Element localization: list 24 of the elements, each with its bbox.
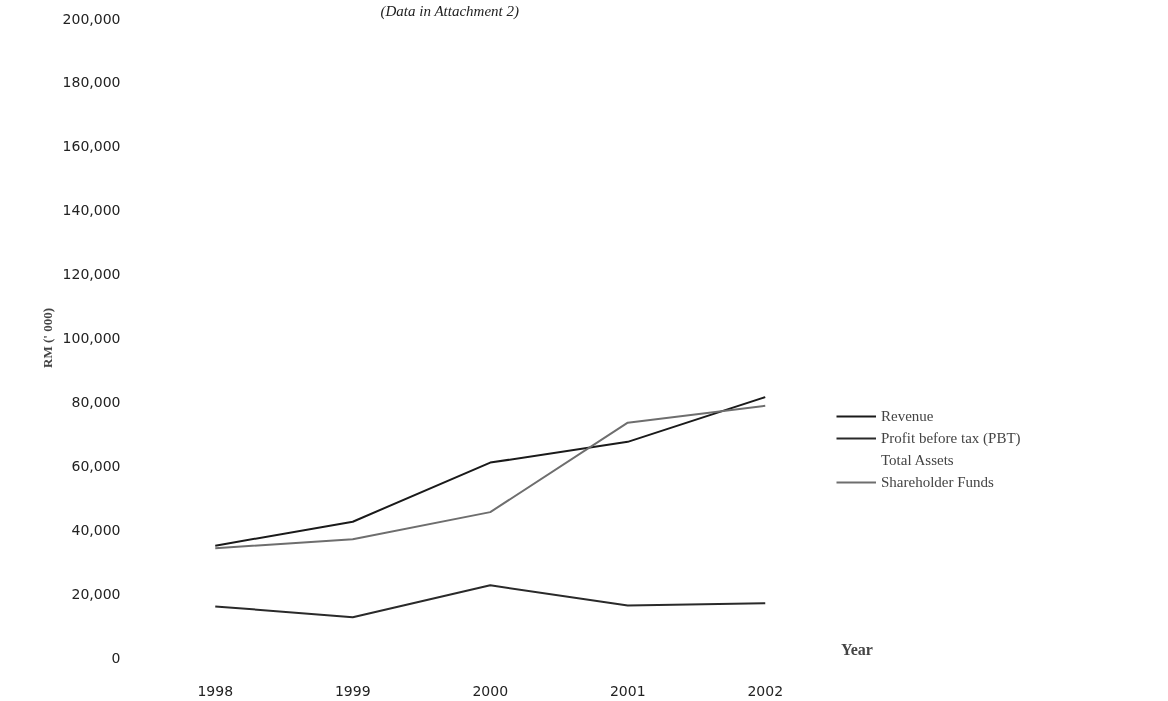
y-tick-label: 80,000	[71, 393, 121, 410]
text: Total Assets	[881, 451, 954, 469]
legend-label: Revenue	[881, 407, 934, 425]
y-axis-title: RM (' 000)	[39, 308, 55, 368]
x-axis-title: Year	[840, 640, 873, 658]
y-tick-label: 140,000	[62, 202, 121, 219]
x-tick-label: 2001	[609, 682, 646, 699]
y-tick-label: 100,000	[62, 330, 121, 346]
legend-label: Shareholder Funds	[881, 473, 994, 491]
chart-subtitle: (Data in Attachment 2)	[380, 2, 519, 20]
x-tick-label: 1998	[197, 682, 234, 699]
legend-label: Profit before tax (PBT)	[881, 429, 1021, 447]
y-tick-label: 200,000	[62, 10, 121, 27]
y-tick-label: 160,000	[62, 138, 121, 155]
y-tick-label: 0	[111, 649, 121, 666]
x-tick-label: 2000	[472, 682, 509, 699]
x-tick-label: 1999	[334, 682, 371, 699]
y-tick-label: 60,000	[71, 457, 121, 474]
x-tick-label: 2002	[747, 682, 784, 699]
y-tick-label: 120,000	[62, 266, 121, 283]
y-tick-label: 20,000	[71, 585, 121, 602]
line-series	[214, 584, 767, 619]
y-tick-label: 180,000	[62, 74, 121, 91]
y-tick-label: 40,000	[71, 521, 121, 538]
